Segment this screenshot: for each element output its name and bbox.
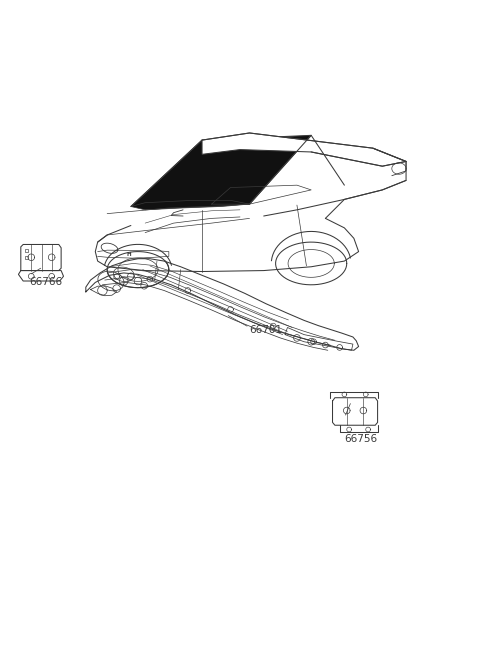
Text: 66766: 66766 bbox=[29, 278, 62, 288]
Text: 66756: 66756 bbox=[344, 434, 377, 444]
Polygon shape bbox=[131, 136, 311, 206]
Bar bbox=[24, 256, 28, 259]
Bar bbox=[24, 249, 28, 252]
Polygon shape bbox=[131, 200, 250, 210]
Text: 66701: 66701 bbox=[250, 325, 283, 335]
Polygon shape bbox=[202, 133, 406, 166]
Text: H: H bbox=[126, 252, 131, 257]
